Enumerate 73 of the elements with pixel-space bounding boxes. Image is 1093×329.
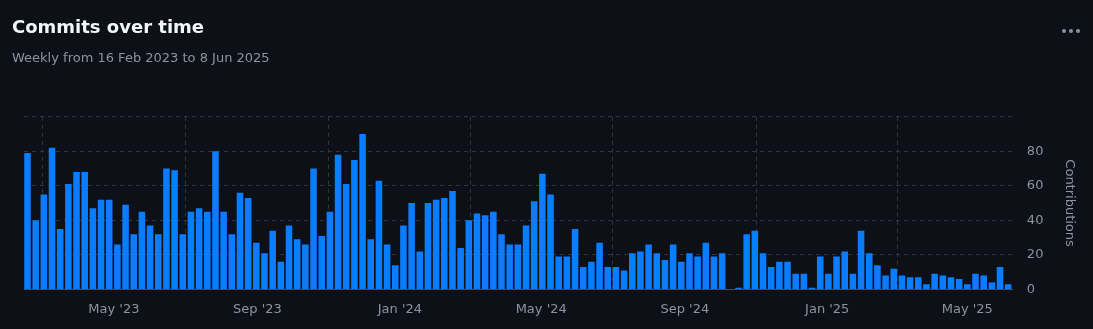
bar (97, 199, 105, 289)
bar (751, 230, 759, 289)
bar (906, 277, 914, 289)
bar (138, 211, 146, 289)
bar (334, 154, 342, 289)
bar (579, 266, 587, 289)
bar (56, 228, 64, 289)
bar (244, 197, 252, 289)
bar (481, 215, 489, 289)
x-tick-label: May '23 (88, 300, 140, 316)
x-tick-label: Jan '24 (376, 300, 423, 316)
x-tick-label: Jan '25 (804, 300, 850, 316)
bar (179, 234, 187, 289)
bar (857, 230, 865, 289)
bar (800, 273, 808, 289)
bar (759, 253, 767, 289)
bar (653, 253, 661, 289)
bar (988, 282, 996, 289)
bar (530, 201, 538, 289)
y-tick-label: 60 (1026, 177, 1044, 193)
x-tick-label: Sep '24 (660, 300, 710, 316)
bar (571, 228, 579, 289)
bar (955, 279, 963, 289)
bar (195, 208, 203, 289)
bar (1004, 284, 1012, 289)
bar (996, 266, 1004, 289)
bar (293, 239, 301, 289)
y-tick-label: 20 (1026, 246, 1044, 262)
x-tick-label: Sep '23 (233, 300, 282, 316)
bar (473, 213, 481, 289)
bar (89, 208, 97, 289)
bar (187, 211, 195, 289)
bar (669, 244, 677, 289)
bar (661, 260, 669, 289)
bar (146, 225, 154, 289)
y-axis-title: Contributions (1062, 159, 1078, 248)
bar (522, 225, 530, 289)
y-tick-label: 0 (1026, 280, 1036, 296)
bar (816, 256, 824, 289)
bar (514, 244, 522, 289)
bar (432, 199, 440, 289)
bar (702, 242, 710, 289)
bar (767, 266, 775, 289)
bar (326, 211, 334, 289)
bar (40, 194, 48, 289)
bar (465, 220, 473, 289)
bar (105, 199, 113, 289)
bar (277, 261, 285, 289)
chart-title: Commits over time (12, 16, 205, 37)
bar (383, 244, 391, 289)
bar (342, 184, 350, 289)
bar (890, 268, 898, 289)
bar (612, 266, 620, 289)
bar (939, 275, 947, 289)
chart-subtitle: Weekly from 16 Feb 2023 to 8 Jun 2025 (12, 50, 270, 65)
bar (375, 180, 383, 289)
y-tick-label: 40 (1026, 211, 1044, 227)
bar (947, 277, 955, 289)
bar (424, 203, 432, 289)
bar (416, 251, 424, 289)
y-tick-label: 80 (1026, 142, 1044, 158)
bar (718, 253, 726, 289)
bar (236, 192, 244, 289)
bar (849, 273, 857, 289)
bar (285, 225, 293, 289)
bar (898, 275, 906, 289)
bar (228, 234, 236, 289)
bar (710, 256, 718, 289)
x-tick-label: May '25 (941, 300, 993, 316)
bar (48, 147, 56, 289)
bar (620, 270, 628, 289)
bar (563, 256, 571, 289)
x-tick-label: May '24 (515, 300, 567, 316)
